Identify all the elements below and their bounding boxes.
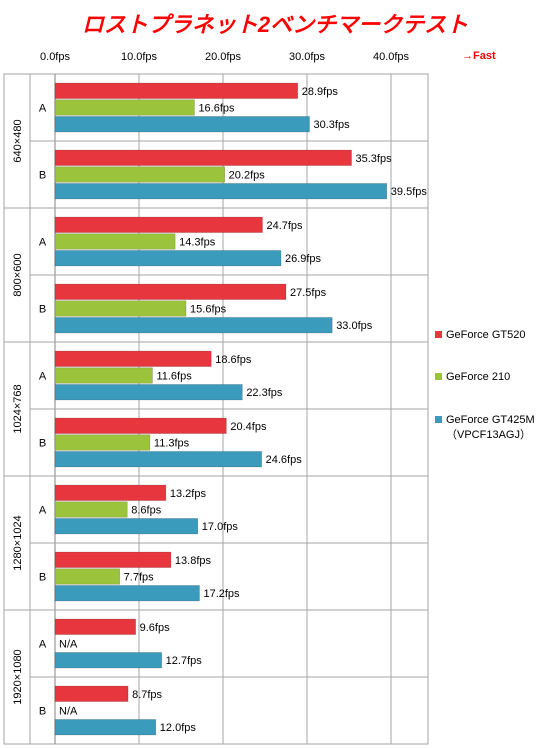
- data-label: 39.5fps: [391, 186, 428, 198]
- x-axis-ticks: 0.0fps 10.0fps 20.0fps 30.0fps 40.0fps: [40, 51, 410, 63]
- resolution-label: 1920×1080: [12, 649, 24, 704]
- data-label: 30.3fps: [314, 119, 351, 131]
- sub-test-label: A: [39, 237, 47, 249]
- legend-label: GeForce GT425M: [446, 414, 535, 426]
- legend: GeForce GT520 GeForce 210 GeForce GT425M （V…: [435, 329, 535, 441]
- data-label: 12.0fps: [160, 722, 197, 734]
- bar: [54, 283, 287, 300]
- bar: [54, 350, 212, 367]
- data-label: 24.6fps: [266, 454, 303, 466]
- bar: [54, 166, 225, 183]
- data-label: 18.6fps: [215, 354, 252, 366]
- data-label: 22.3fps: [246, 387, 283, 399]
- data-label: 33.0fps: [336, 320, 373, 332]
- bar: [54, 719, 157, 736]
- x-tick-label: 40.0fps: [373, 51, 410, 63]
- bar: [54, 384, 243, 401]
- data-label: 35.3fps: [356, 153, 393, 165]
- data-label: 11.3fps: [154, 438, 190, 450]
- x-tick-label: 30.0fps: [289, 51, 326, 63]
- data-label: 13.2fps: [170, 488, 207, 500]
- legend-swatch: [435, 416, 442, 423]
- bar: [54, 417, 227, 434]
- data-label: 15.6fps: [190, 304, 227, 316]
- bar: [54, 367, 153, 384]
- resolution-label: 800×600: [12, 253, 24, 296]
- bar: [54, 300, 187, 317]
- bar: [54, 82, 299, 99]
- bar: [54, 685, 129, 702]
- data-label: 27.5fps: [290, 287, 327, 299]
- data-label: 13.8fps: [175, 555, 212, 567]
- data-label: 9.6fps: [140, 622, 170, 634]
- bar: [54, 233, 176, 250]
- sub-test-label: B: [39, 438, 46, 450]
- data-label: 12.7fps: [166, 655, 203, 667]
- sub-test-label: B: [39, 706, 46, 718]
- data-label: 16.6fps: [198, 103, 235, 115]
- resolution-label: 1024×768: [12, 384, 24, 433]
- bar: [54, 183, 388, 200]
- sub-test-label: A: [39, 505, 47, 517]
- legend-label: GeForce GT520: [446, 329, 525, 341]
- sub-test-label: B: [39, 304, 46, 316]
- bar: [54, 568, 120, 585]
- sub-test-label: A: [39, 103, 47, 115]
- legend-swatch: [435, 373, 442, 380]
- sub-test-label: A: [39, 371, 47, 383]
- resolution-label: 640×480: [12, 119, 24, 162]
- data-label: 17.0fps: [202, 521, 239, 533]
- bar: [54, 518, 199, 535]
- data-label: 20.2fps: [229, 170, 266, 182]
- data-label: 14.3fps: [179, 237, 216, 249]
- data-label: 28.9fps: [302, 86, 339, 98]
- bar: [54, 149, 352, 166]
- bar: [54, 618, 136, 635]
- data-label: 7.7fps: [124, 572, 154, 584]
- x-tick-label: 0.0fps: [40, 51, 70, 63]
- data-label: 20.4fps: [230, 421, 267, 433]
- x-tick-label: 10.0fps: [121, 51, 158, 63]
- bar: [54, 501, 128, 518]
- bar: [54, 551, 172, 568]
- x-tick-label: 20.0fps: [205, 51, 242, 63]
- bar: [54, 484, 167, 501]
- data-label: N/A: [59, 706, 78, 718]
- bar: [54, 451, 262, 468]
- data-label: 24.7fps: [266, 220, 303, 232]
- bar: [54, 216, 263, 233]
- direction-label: →Fast: [462, 50, 496, 62]
- data-label: 17.2fps: [203, 588, 240, 600]
- bar: [54, 434, 151, 451]
- chart-title: ロストプラネット2ベンチマークテスト: [82, 12, 468, 37]
- bar: [54, 99, 195, 116]
- resolution-label: 1280×1024: [12, 515, 24, 570]
- legend-label: GeForce 210: [446, 371, 510, 383]
- bar: [54, 652, 162, 669]
- legend-label-note: （VPCF13AGJ）: [446, 428, 531, 441]
- bar: [54, 116, 310, 133]
- sub-test-label: B: [39, 572, 46, 584]
- legend-swatch: [435, 331, 442, 338]
- data-label: 26.9fps: [285, 253, 322, 265]
- plot-area: 640×480 A 28.9fps 16.6fps 30.3fps B 35.3fps 20.…: [3, 73, 429, 745]
- data-label: 8.7fps: [132, 689, 162, 701]
- bar: [54, 585, 200, 602]
- sub-test-label: A: [39, 639, 47, 651]
- data-label: 8.6fps: [131, 505, 161, 517]
- sub-test-label: B: [39, 170, 46, 182]
- bar: [54, 317, 333, 334]
- data-label: N/A: [59, 639, 78, 651]
- bar: [54, 250, 282, 267]
- data-label: 11.6fps: [156, 371, 192, 383]
